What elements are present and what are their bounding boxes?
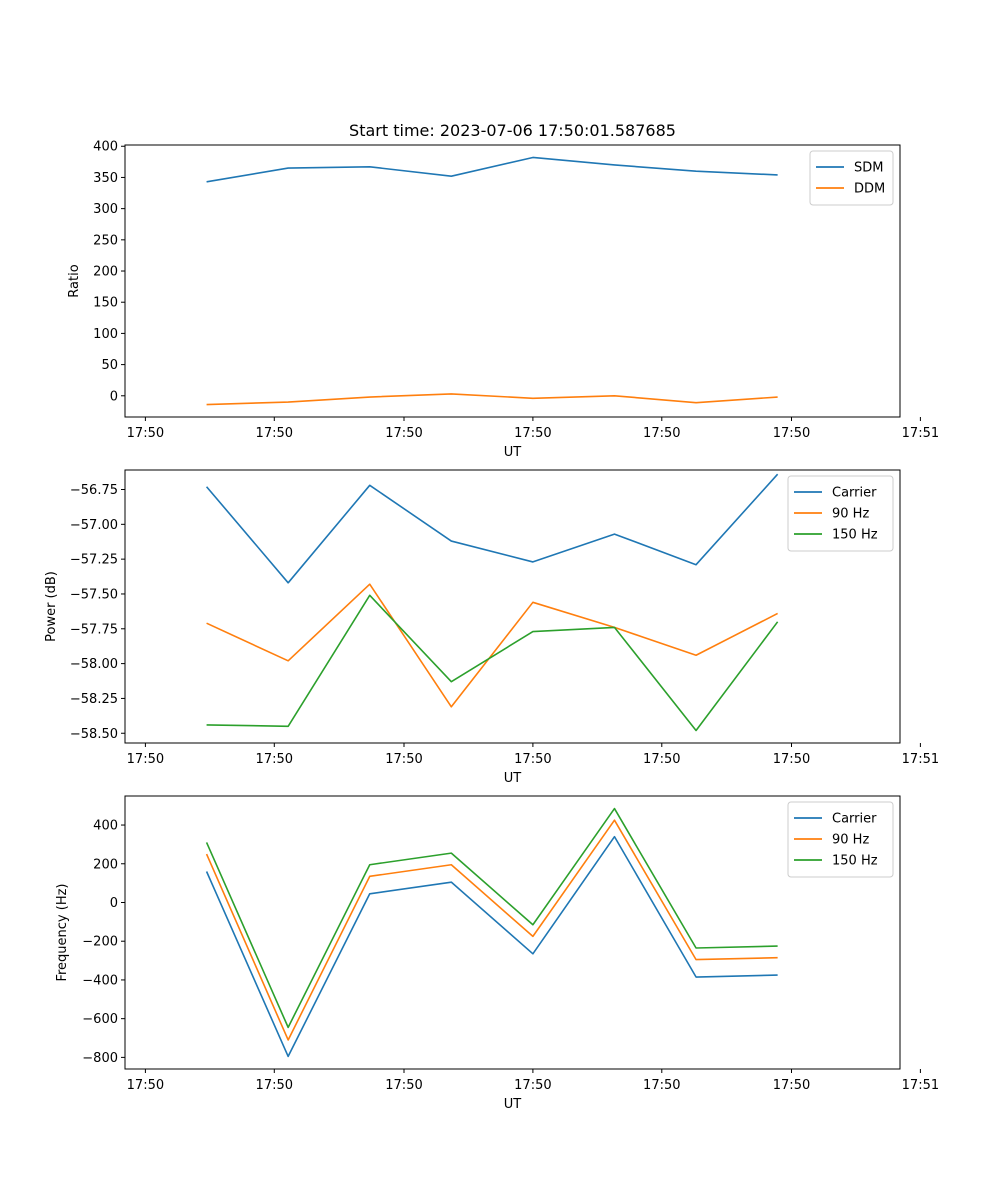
x-axis-label: UT xyxy=(504,445,522,460)
y-tick-label: 250 xyxy=(93,233,118,248)
plot-frame xyxy=(124,795,901,1070)
legend-box xyxy=(787,475,894,552)
x-axis-label: UT xyxy=(504,771,522,786)
x-tick-label: 17:50 xyxy=(514,1078,551,1093)
y-tick-label: 300 xyxy=(93,202,118,217)
y-tick-label: −56.75 xyxy=(70,483,118,498)
y-tick-label: 100 xyxy=(93,327,118,342)
y-tick-label: 0 xyxy=(110,389,118,404)
y-tick-label: 400 xyxy=(93,140,118,155)
x-tick-label: 17:50 xyxy=(385,1078,422,1093)
series-line-carrier xyxy=(205,473,779,584)
x-tick-label: 17:50 xyxy=(385,752,422,767)
x-tick-label: 17:50 xyxy=(127,1078,164,1093)
y-tick-label: 350 xyxy=(93,171,118,186)
legend-label: 150 Hz xyxy=(832,528,878,543)
y-tick-label: 200 xyxy=(93,857,118,872)
y-tick-label: −200 xyxy=(82,935,118,950)
y-tick-label: −58.50 xyxy=(70,727,118,742)
chart-panel-2: 17:50 17:50 17:50 17:50 17:50 17:50 17:51 −58.5… xyxy=(44,469,939,786)
legend-box xyxy=(787,801,894,878)
x-tick-label: 17:50 xyxy=(773,752,810,767)
x-tick-label: 17:51 xyxy=(902,426,939,441)
legend: Carrier 90 Hz 150 Hz xyxy=(787,475,894,552)
y-tick-label: 150 xyxy=(93,296,118,311)
plot-frame xyxy=(124,469,901,744)
y-tick-label: −600 xyxy=(82,1012,118,1027)
x-tick-label: 17:50 xyxy=(643,752,680,767)
y-tick-label: −57.00 xyxy=(70,518,118,533)
x-tick-label: 17:50 xyxy=(385,426,422,441)
y-tick-label: −58.00 xyxy=(70,657,118,672)
legend-label: SDM xyxy=(854,161,883,176)
y-tick-label: −57.75 xyxy=(70,622,118,637)
y-tick-label: 50 xyxy=(101,358,118,373)
y-axis-label: Power (dB) xyxy=(44,571,59,642)
x-tick-label: 17:50 xyxy=(127,426,164,441)
plot-frame xyxy=(124,144,901,418)
legend: SDM DDM xyxy=(809,150,894,206)
chart-title: Start time: 2023-07-06 17:50:01.587685 xyxy=(349,121,676,140)
y-tick-label: −800 xyxy=(82,1051,118,1066)
legend-box xyxy=(809,150,894,206)
series-line-carrier xyxy=(205,835,778,1058)
x-tick-label: 17:50 xyxy=(773,1078,810,1093)
y-tick-label: −57.25 xyxy=(70,553,118,568)
series-line-150-hz xyxy=(206,594,779,732)
x-tick-label: 17:50 xyxy=(643,1078,680,1093)
series-line-90-hz xyxy=(206,583,778,708)
x-tick-label: 17:50 xyxy=(773,426,810,441)
legend-label: 150 Hz xyxy=(832,854,878,869)
series-line-90-hz xyxy=(205,819,778,1041)
chart-panel-1: Start time: 2023-07-06 17:50:01.587685 17… xyxy=(67,121,939,460)
legend-label: 90 Hz xyxy=(832,833,869,848)
y-axis-label: Ratio xyxy=(67,264,82,297)
chart-panel-3: 17:50 17:50 17:50 17:50 17:50 17:50 17:51 −800 −… xyxy=(55,795,939,1112)
series-line-150-hz xyxy=(205,807,778,1029)
x-tick-label: 17:50 xyxy=(514,752,551,767)
y-axis-label: Frequency (Hz) xyxy=(55,883,70,981)
y-tick-label: −58.25 xyxy=(70,692,118,707)
y-tick-label: 0 xyxy=(110,896,118,911)
legend: Carrier 90 Hz 150 Hz xyxy=(787,801,894,878)
legend-label: Carrier xyxy=(832,486,877,501)
y-tick-label: 400 xyxy=(93,819,118,834)
x-tick-label: 17:51 xyxy=(902,752,939,767)
series-line-sdm xyxy=(206,156,778,183)
x-tick-label: 17:50 xyxy=(514,426,551,441)
x-tick-label: 17:50 xyxy=(127,752,164,767)
y-tick-label: 200 xyxy=(93,265,118,280)
y-tick-label: −400 xyxy=(82,973,118,988)
x-axis-label: UT xyxy=(504,1097,522,1112)
x-tick-label: 17:50 xyxy=(256,752,293,767)
legend-label: DDM xyxy=(854,182,885,197)
legend-label: 90 Hz xyxy=(832,507,869,522)
y-tick-label: −57.50 xyxy=(70,587,118,602)
x-tick-label: 17:50 xyxy=(643,426,680,441)
series-line-ddm xyxy=(206,393,778,406)
x-tick-label: 17:50 xyxy=(256,1078,293,1093)
x-tick-label: 17:50 xyxy=(256,426,293,441)
x-tick-label: 17:51 xyxy=(902,1078,939,1093)
legend-label: Carrier xyxy=(832,812,877,827)
